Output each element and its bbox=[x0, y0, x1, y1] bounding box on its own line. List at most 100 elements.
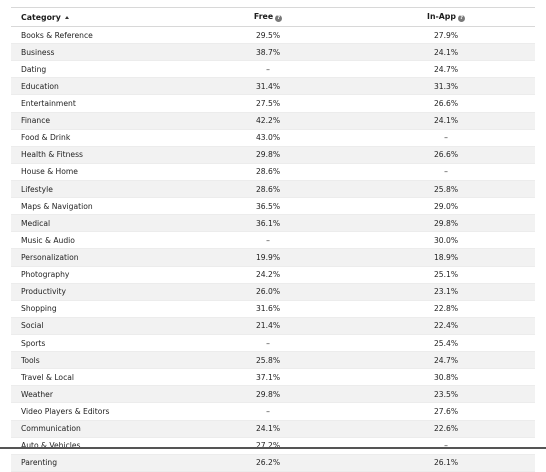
cell-inapp: 26.6% bbox=[433, 150, 459, 160]
cell-inapp: 27.6% bbox=[433, 406, 459, 416]
cell-free: 31.4% bbox=[255, 81, 281, 91]
cell-inapp: 23.5% bbox=[433, 389, 459, 399]
cell-inapp: 30.8% bbox=[433, 372, 459, 382]
cell-category: Social bbox=[21, 321, 44, 331]
table-row: Communication 24.1% 22.6% bbox=[11, 420, 535, 438]
cell-free: 27.5% bbox=[255, 98, 281, 108]
cell-category: Finance bbox=[21, 116, 51, 126]
cell-free: 31.6% bbox=[255, 304, 281, 314]
table-row: Productivity 26.0% 23.1% bbox=[11, 283, 535, 301]
cell-free: 29.8% bbox=[255, 150, 281, 160]
cell-free: – bbox=[266, 64, 270, 74]
cell-free: 36.5% bbox=[255, 201, 281, 211]
cell-free: 43.0% bbox=[255, 133, 281, 143]
cell-category: Education bbox=[21, 81, 59, 91]
cell-inapp: – bbox=[444, 133, 448, 143]
table-row: Dating – 24.7% bbox=[11, 60, 535, 78]
header-row: Category Free? In-App? bbox=[11, 8, 535, 27]
cell-free: 21.4% bbox=[255, 321, 281, 331]
data-table: Category Free? In-App? Books & Reference… bbox=[11, 8, 535, 472]
help-icon[interactable]: ? bbox=[457, 15, 465, 22]
table-row: Food & Drink 43.0% – bbox=[11, 129, 535, 147]
cell-inapp: 26.6% bbox=[433, 98, 459, 108]
table-row: Video Players & Editors – 27.6% bbox=[11, 402, 535, 421]
cell-category: Weather bbox=[21, 389, 53, 399]
bottom-divider bbox=[0, 447, 546, 449]
table-row: Parenting 26.2% 26.1% bbox=[11, 454, 535, 472]
cell-category: Maps & Navigation bbox=[21, 201, 93, 211]
table-row: Sports – 25.4% bbox=[11, 334, 535, 352]
cell-category: Tools bbox=[21, 355, 40, 365]
cell-inapp: 24.1% bbox=[433, 116, 459, 126]
table-row: Music & Audio – 30.0% bbox=[11, 231, 535, 249]
cell-free: 36.1% bbox=[255, 218, 281, 228]
cell-inapp: 18.9% bbox=[433, 252, 459, 262]
table-row: Auto & Vehicles 27.2% – bbox=[11, 437, 535, 455]
column-header-free[interactable]: Free? bbox=[179, 8, 357, 27]
cell-free: 28.6% bbox=[255, 184, 281, 194]
table-row: Business 38.7% 24.1% bbox=[11, 43, 535, 61]
cell-inapp: – bbox=[444, 441, 448, 451]
cell-category: Music & Audio bbox=[21, 235, 75, 245]
cell-category: Lifestyle bbox=[21, 184, 53, 194]
cell-inapp: 24.7% bbox=[433, 355, 459, 365]
cell-category: Food & Drink bbox=[21, 133, 71, 143]
cell-category: Dating bbox=[21, 64, 47, 74]
table-row: Maps & Navigation 36.5% 29.0% bbox=[11, 197, 535, 215]
cell-free: – bbox=[266, 235, 270, 245]
cell-category: Parenting bbox=[21, 458, 58, 468]
cell-category: Productivity bbox=[21, 287, 67, 297]
cell-free: 27.2% bbox=[255, 441, 281, 451]
cell-inapp: 31.3% bbox=[433, 81, 459, 91]
cell-free: – bbox=[266, 338, 270, 348]
cell-category: Books & Reference bbox=[21, 30, 93, 40]
table-row: Shopping 31.6% 22.8% bbox=[11, 300, 535, 318]
column-header-category-label: Category bbox=[21, 12, 61, 22]
table-row: Weather 29.8% 23.5% bbox=[11, 385, 535, 403]
help-icon[interactable]: ? bbox=[275, 15, 283, 22]
cell-free: 26.2% bbox=[255, 458, 281, 468]
cell-category: Auto & Vehicles bbox=[21, 441, 81, 451]
cell-free: 25.8% bbox=[255, 355, 281, 365]
cell-inapp: 25.8% bbox=[433, 184, 459, 194]
cell-inapp: 26.1% bbox=[433, 458, 459, 468]
cell-inapp: 30.0% bbox=[433, 235, 459, 245]
table-header: Category Free? In-App? bbox=[11, 8, 535, 27]
cell-category: House & Home bbox=[21, 167, 78, 177]
cell-category: Medical bbox=[21, 218, 51, 228]
cell-category: Video Players & Editors bbox=[21, 406, 110, 416]
column-header-category[interactable]: Category bbox=[11, 8, 179, 27]
table-row: Lifestyle 28.6% 25.8% bbox=[11, 180, 535, 198]
cell-inapp: 25.1% bbox=[433, 270, 459, 280]
table-row: Entertainment 27.5% 26.6% bbox=[11, 94, 535, 113]
table-row: Education 31.4% 31.3% bbox=[11, 77, 535, 95]
cell-inapp: 29.0% bbox=[433, 201, 459, 211]
sort-ascending-icon[interactable] bbox=[64, 15, 69, 19]
table-row: Travel & Local 37.1% 30.8% bbox=[11, 368, 535, 386]
cell-inapp: 23.1% bbox=[433, 287, 459, 297]
cell-free: 26.0% bbox=[255, 287, 281, 297]
table-row: Finance 42.2% 24.1% bbox=[11, 112, 535, 130]
cell-category: Travel & Local bbox=[21, 372, 75, 382]
cell-free: 24.1% bbox=[255, 424, 281, 434]
cell-free: 38.7% bbox=[255, 47, 281, 57]
cell-free: 24.2% bbox=[255, 270, 281, 280]
table-body: Books & Reference 29.5% 27.9% Business 38.7%… bbox=[11, 26, 535, 472]
cell-category: Personalization bbox=[21, 252, 79, 262]
cell-inapp: 29.8% bbox=[433, 218, 459, 228]
table-row: Health & Fitness 29.8% 26.6% bbox=[11, 146, 535, 164]
category-table: Category Free? In-App? Books & Reference… bbox=[11, 7, 535, 472]
cell-free: 42.2% bbox=[255, 116, 281, 126]
table-row: Social 21.4% 22.4% bbox=[11, 317, 535, 335]
cell-inapp: 22.8% bbox=[433, 304, 459, 314]
column-header-inapp-label: In-App bbox=[427, 12, 456, 21]
cell-category: Health & Fitness bbox=[21, 150, 83, 160]
cell-free: 37.1% bbox=[255, 372, 281, 382]
table-row: Photography 24.2% 25.1% bbox=[11, 266, 535, 284]
cell-inapp: 27.9% bbox=[433, 30, 459, 40]
cell-category: Communication bbox=[21, 424, 81, 434]
cell-inapp: 24.7% bbox=[433, 64, 459, 74]
column-header-inapp[interactable]: In-App? bbox=[357, 8, 535, 27]
table-row: Medical 36.1% 29.8% bbox=[11, 214, 535, 232]
cell-inapp: – bbox=[444, 167, 448, 177]
